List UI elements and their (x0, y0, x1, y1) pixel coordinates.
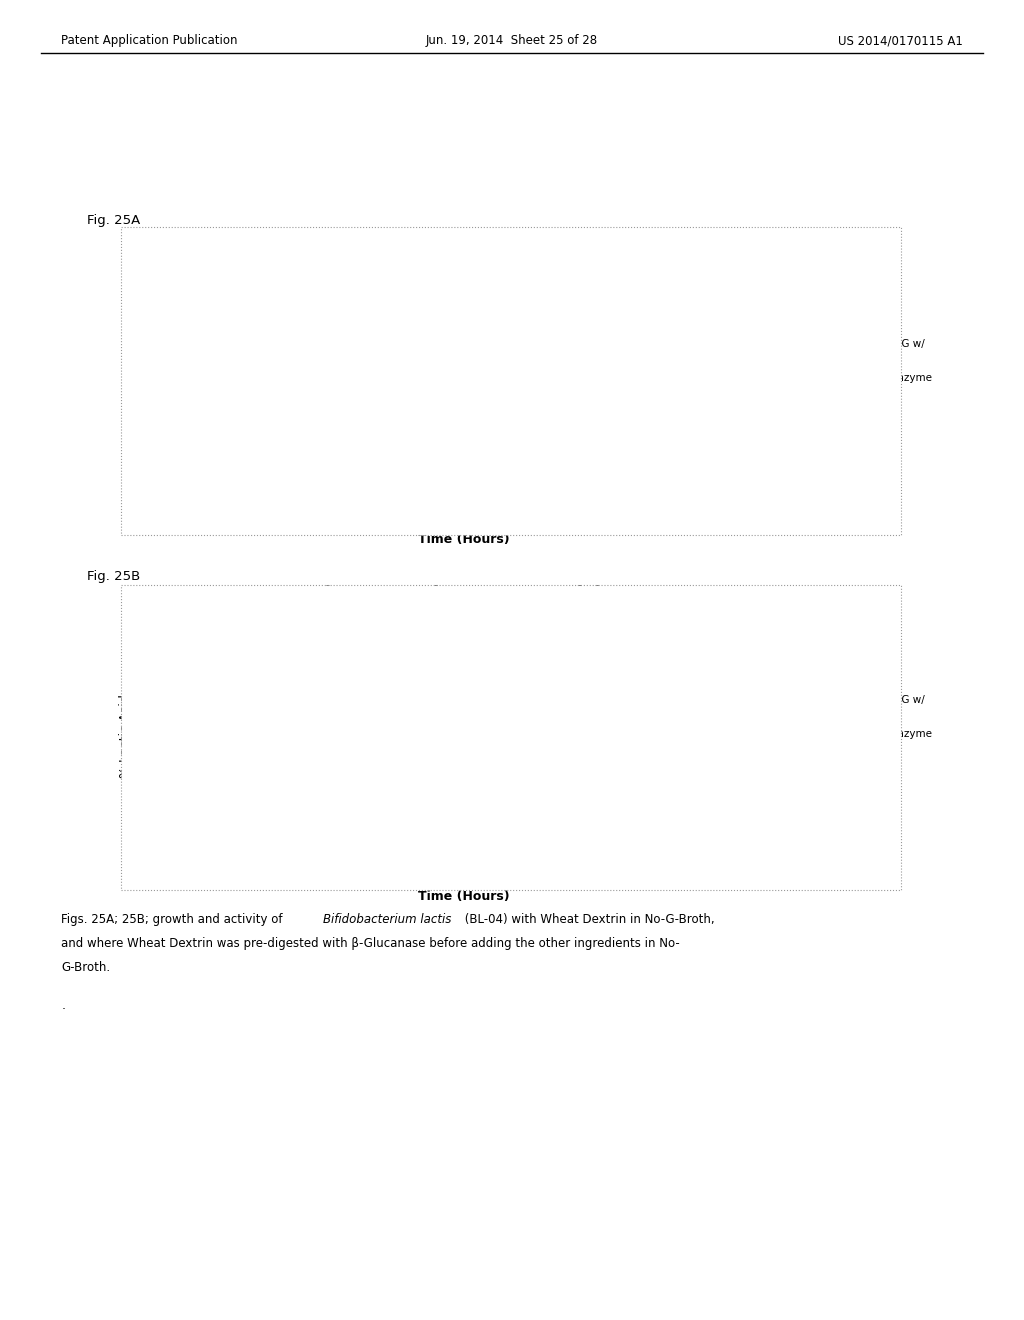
Text: US 2014/0170115 A1: US 2014/0170115 A1 (838, 34, 963, 48)
Title: Wheat Dextrin + BL-04 Growth: Wheat Dextrin + BL-04 Growth (307, 228, 620, 247)
Text: Fig. 25B: Fig. 25B (87, 570, 140, 583)
X-axis label: Time (Hours): Time (Hours) (418, 533, 509, 546)
Title: Wheat Dextrin + BL-04 Activity: Wheat Dextrin + BL-04 Activity (305, 585, 622, 603)
Text: Fig. 25A: Fig. 25A (87, 214, 140, 227)
Text: Figs. 25A; 25B; growth and activity of: Figs. 25A; 25B; growth and activity of (61, 913, 287, 927)
Y-axis label: Turbidity (NTU): Turbidity (NTU) (123, 333, 136, 426)
Text: Bifidobacterium lactis: Bifidobacterium lactis (323, 913, 451, 927)
X-axis label: Time (Hours): Time (Hours) (418, 890, 509, 903)
Text: and where Wheat Dextrin was pre-digested with β-Glucanase before adding the othe: and where Wheat Dextrin was pre-digested… (61, 937, 680, 950)
Text: (BL-04) with Wheat Dextrin in No-G-Broth,: (BL-04) with Wheat Dextrin in No-G-Broth… (461, 913, 715, 927)
Text: Patent Application Publication: Patent Application Publication (61, 34, 238, 48)
Text: Jun. 19, 2014  Sheet 25 of 28: Jun. 19, 2014 Sheet 25 of 28 (426, 34, 598, 48)
Text: G-Broth.: G-Broth. (61, 961, 111, 974)
Text: .: . (61, 999, 66, 1012)
Y-axis label: % Lactic Acid: % Lactic Acid (119, 694, 132, 777)
Legend: Wheat Dex 0.8 BG w/
BL-04, Wheat Dex no enzyme
BL-04: Wheat Dex 0.8 BG w/ BL-04, Wheat Dex no … (776, 690, 937, 755)
Legend: Wheat Dex 0.8 BG w/
BL-04, Wheat Dex no enzyme
BL-04: Wheat Dex 0.8 BG w/ BL-04, Wheat Dex no … (776, 334, 937, 399)
